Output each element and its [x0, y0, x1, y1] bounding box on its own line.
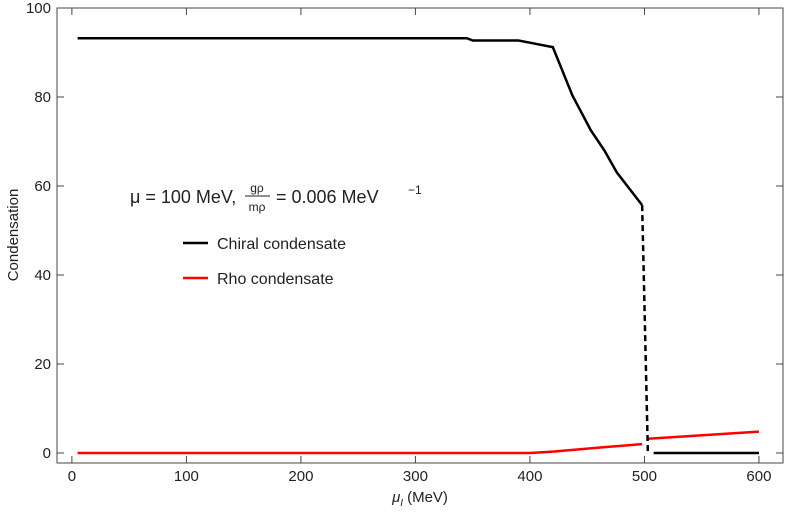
annotation-tail: = 0.006 MeV [276, 187, 379, 207]
y-tick-label: 60 [34, 178, 51, 195]
annotation-numerator: gρ [250, 181, 264, 195]
series-line [77, 37, 759, 455]
x-tick-label: 100 [174, 468, 199, 485]
x-label-subscript: I [400, 498, 403, 509]
x-tick-label: 0 [68, 468, 76, 485]
series-line [77, 430, 760, 455]
series-line [640, 205, 650, 454]
y-tick-label: 0 [43, 445, 51, 462]
plot-frame [56, 7, 784, 464]
x-tick-label: 600 [746, 468, 771, 485]
y-tick-label: 20 [34, 356, 51, 373]
y-axis-label: Condensation [5, 189, 22, 282]
annotation-denominator: mρ [249, 200, 266, 214]
annotation: μ = 100 MeV, gρ mρ = 0.006 MeV −1 [130, 181, 422, 214]
y-tick-label: 40 [34, 267, 51, 284]
annotation-exponent: −1 [408, 183, 422, 197]
y-tick-label: 80 [34, 89, 51, 106]
x-tick-label: 400 [517, 468, 542, 485]
x-tick-label: 500 [632, 468, 657, 485]
x-axis-label: μI (MeV) [391, 489, 448, 509]
legend-label: Chiral condensate [217, 236, 346, 253]
x-tick-label: 300 [403, 468, 428, 485]
annotation-lead: μ = 100 MeV, [130, 187, 236, 207]
legend-label: Rho condensate [217, 271, 334, 288]
x-label-unit: (MeV) [407, 489, 448, 506]
y-tick-label: 100 [26, 0, 51, 17]
x-label-symbol: μ [391, 489, 400, 506]
x-tick-label: 200 [288, 468, 313, 485]
